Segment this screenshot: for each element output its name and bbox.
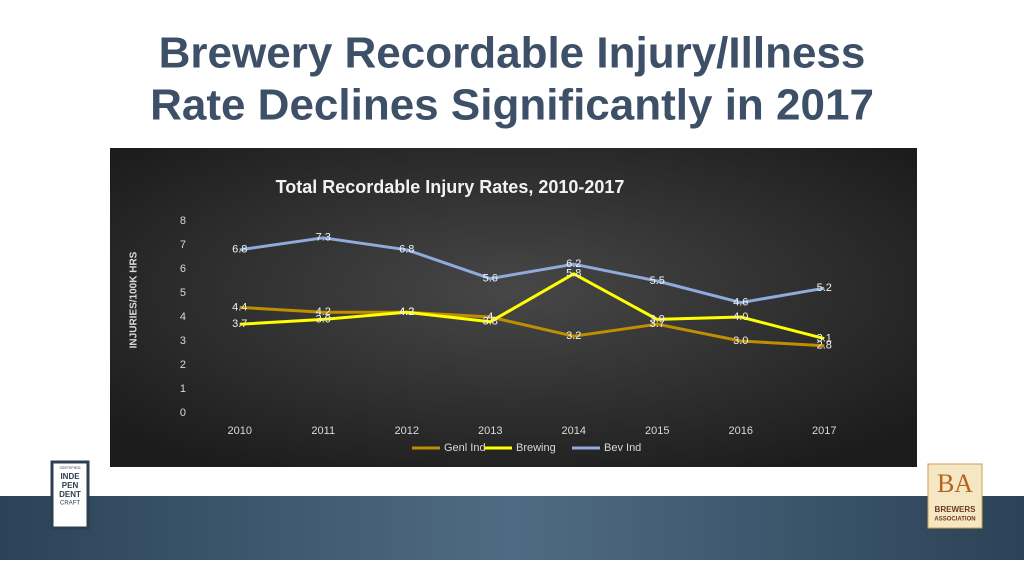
data-label: 7.3	[316, 232, 331, 244]
x-tick-label: 2015	[645, 425, 669, 437]
logo-frame	[50, 460, 90, 530]
slide-title: Brewery Recordable Injury/Illness	[159, 29, 866, 78]
series-line	[239, 305, 825, 348]
data-label: 4.2	[316, 306, 331, 318]
x-tick-label: 2014	[562, 425, 586, 437]
series-line	[239, 272, 825, 341]
series-line	[239, 236, 825, 305]
x-tick-label: 2016	[729, 425, 753, 437]
logo-frame	[927, 463, 983, 529]
data-label: 5.6	[483, 273, 498, 285]
logo-text: CERTIFIED	[59, 465, 80, 470]
x-tick-label: 2010	[228, 425, 252, 437]
x-tick-label: 2013	[478, 425, 502, 437]
legend-label: Bev Ind	[604, 442, 641, 454]
logo: CERTIFIED INDE PEN DENT CRAFT	[50, 460, 90, 530]
x-tick-label: 2017	[812, 425, 836, 437]
y-tick-label: 7	[180, 239, 186, 251]
logo: BA BREWERS ASSOCIATION	[927, 463, 983, 529]
y-tick-label: 6	[180, 263, 186, 275]
data-label: 4.2	[399, 306, 414, 318]
y-axis-label: INJURIES/100K HRS	[129, 251, 140, 348]
data-label: 4.2	[399, 306, 414, 318]
data-label: 3.8	[483, 316, 498, 328]
y-tick-label: 3	[180, 335, 186, 347]
chart-title: Total Recordable Injury Rates, 2010-2017	[276, 177, 625, 197]
data-label: 6.2	[566, 258, 581, 270]
y-tick-label: 1	[180, 383, 186, 395]
footer-band	[0, 496, 1024, 560]
data-label: 6.8	[232, 244, 247, 256]
data-label: 3.9	[316, 313, 331, 325]
data-label: 4.6	[733, 297, 748, 309]
data-label: 3.1	[817, 333, 832, 345]
data-label: 4.4	[232, 301, 247, 313]
y-tick-label: 8	[180, 215, 186, 227]
data-label: 4	[487, 311, 493, 323]
x-tick-label: 2011	[311, 425, 335, 437]
data-label: 5.8	[566, 268, 581, 280]
data-label: 5.2	[817, 282, 832, 294]
logo-text: ASSOCIATION	[934, 517, 975, 523]
logo-text: INDE	[60, 472, 80, 481]
data-label: 3.2	[566, 330, 581, 342]
x-tick-label: 2012	[395, 425, 419, 437]
y-tick-label: 4	[180, 311, 186, 323]
logo-text: CRAFT	[60, 501, 80, 507]
data-label: 3.0	[733, 335, 748, 347]
data-label: 5.5	[650, 275, 665, 287]
y-tick-label: 2	[180, 359, 186, 371]
data-label: 3.7	[232, 318, 247, 330]
logo-text: BA	[937, 469, 973, 498]
legend-label: Genl Ind	[444, 442, 486, 454]
y-tick-label: 5	[180, 287, 186, 299]
data-label: 6.8	[399, 244, 414, 256]
slide-title: Rate Declines Significantly in 2017	[150, 81, 874, 130]
logo-text: PEN	[62, 481, 79, 490]
logo-text: DENT	[59, 490, 81, 499]
logo-text: BREWERS	[935, 505, 977, 514]
y-tick-label: 0	[180, 407, 186, 419]
data-label: 4.0	[733, 311, 748, 323]
data-label: 2.8	[817, 340, 832, 352]
data-label: 3.7	[650, 318, 665, 330]
data-label: 3.9	[650, 313, 665, 325]
legend-label: Brewing	[516, 442, 556, 454]
